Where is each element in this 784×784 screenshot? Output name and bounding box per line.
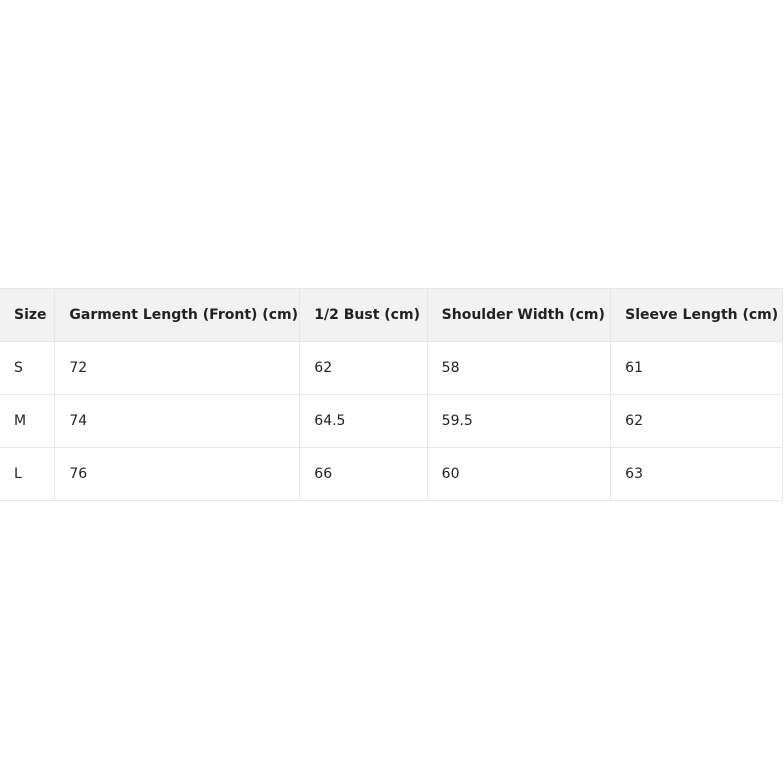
- cell: 66: [299, 447, 428, 501]
- cell: L: [0, 447, 56, 501]
- cell: 76: [54, 447, 301, 501]
- cell: 61: [610, 341, 783, 395]
- cell: 64.5: [299, 394, 428, 448]
- header-shoulder-width: Shoulder Width (cm): [426, 288, 612, 342]
- cell: 62: [299, 341, 428, 395]
- cell: 60: [426, 447, 612, 501]
- table-row: S 72 62 58 61: [0, 341, 783, 395]
- cell: 59.5: [426, 394, 612, 448]
- cell: 58: [426, 341, 612, 395]
- table-row: M 74 64.5 59.5 62: [0, 394, 783, 448]
- cell: M: [0, 394, 56, 448]
- cell: 62: [610, 394, 783, 448]
- cell: S: [0, 341, 56, 395]
- table-header-row: Size Garment Length (Front) (cm) 1/2 Bus…: [0, 288, 783, 342]
- header-size: Size: [0, 288, 56, 342]
- cell: 63: [610, 447, 783, 501]
- header-half-bust: 1/2 Bust (cm): [299, 288, 428, 342]
- cell: 74: [54, 394, 301, 448]
- size-chart-table: Size Garment Length (Front) (cm) 1/2 Bus…: [0, 288, 783, 501]
- cell: 72: [54, 341, 301, 395]
- table-row: L 76 66 60 63: [0, 447, 783, 501]
- header-garment-length: Garment Length (Front) (cm): [54, 288, 301, 342]
- header-sleeve-length: Sleeve Length (cm): [610, 288, 783, 342]
